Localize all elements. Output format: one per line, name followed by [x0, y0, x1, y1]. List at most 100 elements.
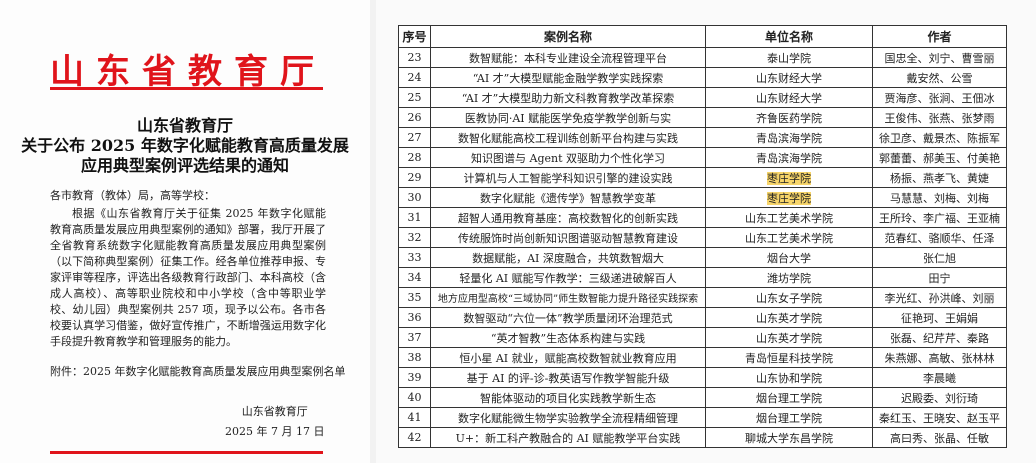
authors: 徐卫彦、戴景杰、陈振军: [872, 127, 1007, 148]
table-row: 37 “英才智教”生态体系构建与实践 山东英才学院 张磊、纪芹芹、秦路: [398, 327, 1007, 348]
unit-name: 山东协和学院: [705, 367, 873, 388]
authors: 国忠全、刘宁、曹雪丽: [872, 47, 1007, 68]
table-row: 29 计算机与人工智能学科知识引擎的建设实践 枣庄学院 杨振、燕孝飞、黄婕: [398, 167, 1007, 188]
case-name: 超智人通用教育基座：高校数智化的创新实践: [430, 207, 706, 228]
unit-name: 山东工艺美术学院: [705, 207, 873, 228]
notice-body: 根据《山东省教育厅关于征集 2025 年数字化赋能教育高质量发展应用典型案例的通…: [50, 207, 326, 348]
authors: 李晨曦: [872, 367, 1007, 388]
greeting: 各市教育（教体）局，高等学校：: [50, 189, 215, 202]
authors: 李光红、孙洪峰、刘丽: [872, 287, 1007, 308]
letterhead: 山东省教育厅: [50, 52, 326, 92]
row-no: 27: [398, 127, 431, 148]
case-name: “AI 才”大模型助力新文科教育教学改革探索: [430, 87, 706, 108]
attachment-note: 附件：2025 年数字化赋能教育高质量发展应用典型案例名单: [50, 365, 346, 378]
case-name: 数据赋能，AI 深度融合，共筑数智烟大: [430, 247, 706, 268]
row-no: 24: [398, 67, 431, 88]
table-row: 25 “AI 才”大模型助力新文科教育教学改革探索 山东财经大学 贾海彦、张涧、王佃冰: [398, 87, 1007, 108]
table-row: 42 U+：新工科产教融合的 AI 赋能教学平台实践 聊城大学东昌学院 高曰秀、张晶、…: [398, 427, 1007, 448]
unit-name: 烟台理工学院: [705, 407, 873, 428]
row-no: 31: [398, 207, 431, 228]
date: 2025 年 7 月 17 日: [225, 425, 325, 438]
header-authors: 作者: [872, 25, 1007, 48]
row-no: 29: [398, 167, 431, 188]
authors: 范春红、骆顺华、任泽: [872, 227, 1007, 248]
table-row: 38 恒小星 AI 就业，赋能高校数智就业教育应用 青岛恒星科技学院 朱燕娜、高敏、张…: [398, 347, 1007, 368]
case-name: 传统服饰时尚创新知识图谱驱动智慧教育建设: [430, 227, 706, 248]
row-no: 35: [398, 287, 431, 308]
table-row: 23 数智赋能：本科专业建设全流程管理平台 泰山学院 国忠全、刘宁、曹雪丽: [398, 47, 1007, 68]
highlighted-unit: 枣庄学院: [767, 171, 811, 185]
table-row: 40 智能体驱动的项目化实践教学新生态 烟台理工学院 迟殿委、刘衍琦: [398, 387, 1007, 408]
authors: 朱燕娜、高敏、张林林: [872, 347, 1007, 368]
unit-name: 烟台大学: [705, 247, 873, 268]
table-row: 28 知识图谱与 Agent 双驱助力个性化学习 青岛滨海学院 郭蕾蕾、郝美玉、付美艳: [398, 147, 1007, 168]
case-list-page: 序号 案例名称 单位名称 作者 23 数智赋能：本科专业建设全流程管理平台 泰山学院…: [376, 0, 1036, 463]
case-name: “英才智教”生态体系构建与实践: [430, 327, 706, 348]
table-row: 41 数字化赋能微生物学实验教学全流程精细管理 烟台理工学院 秦红玉、王晓安、赵玉平: [398, 407, 1007, 428]
unit-name: 齐鲁医药学院: [705, 107, 873, 128]
unit-name: 山东财经大学: [705, 87, 873, 108]
table-row: 32 传统服饰时尚创新知识图谱驱动智慧教育建设 山东工艺美术学院 范春红、骆顺华、任泽: [398, 227, 1007, 248]
case-table: 序号 案例名称 单位名称 作者 23 数智赋能：本科专业建设全流程管理平台 泰山学院…: [398, 25, 1007, 448]
unit-name: 枣庄学院: [705, 167, 873, 188]
letterhead-rule: [50, 87, 323, 90]
authors: 高曰秀、张晶、任敏: [872, 427, 1007, 448]
authors: 王所玲、李广福、王亚楠: [872, 207, 1007, 228]
authors: 秦红玉、王晓安、赵玉平: [872, 407, 1007, 428]
case-name: 数字化赋能《遗传学》智慧教学变革: [430, 187, 706, 208]
table-row: 30 数字化赋能《遗传学》智慧教学变革 枣庄学院 马慧慧、刘梅、刘梅: [398, 187, 1007, 208]
table-row: 34 轻量化 AI 赋能写作教学：三级递进破解百人 潍坊学院 田宁: [398, 267, 1007, 288]
authors: 戴安然、公雪: [872, 67, 1007, 88]
table-row: 26 医教协同·AI 赋能医学免疫学教学创新与实 齐鲁医药学院 王俊伟、张燕、张梦雨: [398, 107, 1007, 128]
case-name: 计算机与人工智能学科知识引擎的建设实践: [430, 167, 706, 188]
authors: 王俊伟、张燕、张梦雨: [872, 107, 1007, 128]
row-no: 30: [398, 187, 431, 208]
header-unit: 单位名称: [705, 25, 873, 48]
header-no: 序号: [398, 25, 431, 48]
row-no: 37: [398, 327, 431, 348]
case-name: 数字化赋能微生物学实验教学全流程精细管理: [430, 407, 706, 428]
case-name: 数智驱动“六位一体”教学质量闭环治理范式: [430, 307, 706, 328]
table-row: 33 数据赋能，AI 深度融合，共筑数智烟大 烟台大学 张仁旭: [398, 247, 1007, 268]
table-row: 39 基于 AI 的评-诊-教英语写作教学智能升级 山东协和学院 李晨曦: [398, 367, 1007, 388]
row-no: 23: [398, 47, 431, 68]
highlighted-unit: 枣庄学院: [767, 191, 811, 205]
case-name: 数智赋能：本科专业建设全流程管理平台: [430, 47, 706, 68]
case-name: 知识图谱与 Agent 双驱助力个性化学习: [430, 147, 706, 168]
case-name: 轻量化 AI 赋能写作教学：三级递进破解百人: [430, 267, 706, 288]
case-name: 基于 AI 的评-诊-教英语写作教学智能升级: [430, 367, 706, 388]
unit-name: 枣庄学院: [705, 187, 873, 208]
title-line: 关于公布 2025 年数字化赋能教育高质量发展: [21, 136, 349, 155]
row-no: 38: [398, 347, 431, 368]
row-no: 39: [398, 367, 431, 388]
row-no: 25: [398, 87, 431, 108]
authors: 马慧慧、刘梅、刘梅: [872, 187, 1007, 208]
row-no: 33: [398, 247, 431, 268]
case-name: 数智化赋能高校工程训练创新平台构建与实践: [430, 127, 706, 148]
authors: 张磊、纪芹芹、秦路: [872, 327, 1007, 348]
unit-name: 山东女子学院: [705, 287, 873, 308]
title-line: 山东省教育厅: [136, 116, 233, 135]
authors: 杨振、燕孝飞、黄婕: [872, 167, 1007, 188]
footer-rule: [50, 451, 323, 454]
row-no: 42: [398, 427, 431, 448]
row-no: 34: [398, 267, 431, 288]
authors: 田宁: [872, 267, 1007, 288]
unit-name: 山东财经大学: [705, 67, 873, 88]
row-no: 28: [398, 147, 431, 168]
row-no: 41: [398, 407, 431, 428]
case-name: 医教协同·AI 赋能医学免疫学教学创新与实: [430, 107, 706, 128]
unit-name: 山东工艺美术学院: [705, 227, 873, 248]
authors: 张仁旭: [872, 247, 1007, 268]
unit-name: 潍坊学院: [705, 267, 873, 288]
signature-block: 山东省教育厅 2025 年 7 月 17 日: [225, 402, 324, 442]
table-row: 31 超智人通用教育基座：高校数智化的创新实践 山东工艺美术学院 王所玲、李广福、王亚…: [398, 207, 1007, 228]
table-row: 24 “AI 才”大模型赋能金融学教学实践探索 山东财经大学 戴安然、公雪: [398, 67, 1007, 88]
notice-title: 山东省教育厅 关于公布 2025 年数字化赋能教育高质量发展 应用典型案例评选结…: [0, 116, 370, 176]
unit-name: 泰山学院: [705, 47, 873, 68]
row-no: 36: [398, 307, 431, 328]
notice-page: 山东省教育厅 山东省教育厅 关于公布 2025 年数字化赋能教育高质量发展 应用…: [0, 0, 370, 463]
unit-name: 烟台理工学院: [705, 387, 873, 408]
signer: 山东省教育厅: [241, 405, 308, 418]
table-row: 36 数智驱动“六位一体”教学质量闭环治理范式 山东英才学院 征艳珂、王娟娟: [398, 307, 1007, 328]
